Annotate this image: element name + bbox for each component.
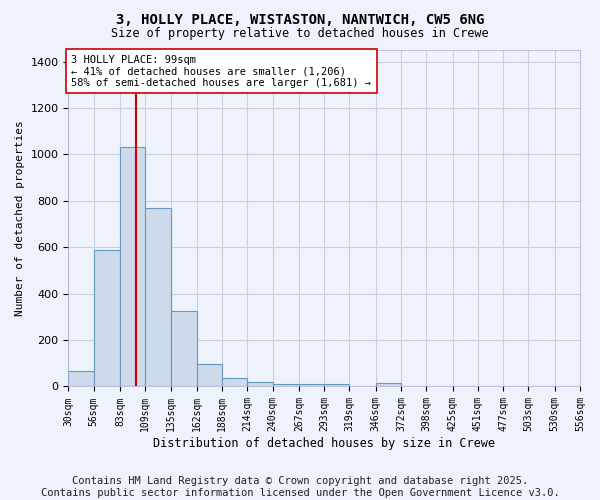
Text: Contains HM Land Registry data © Crown copyright and database right 2025.
Contai: Contains HM Land Registry data © Crown c…: [41, 476, 559, 498]
Bar: [376, 383, 401, 386]
Bar: [170, 311, 197, 386]
Text: 3, HOLLY PLACE, WISTASTON, NANTWICH, CW5 6NG: 3, HOLLY PLACE, WISTASTON, NANTWICH, CW5…: [116, 12, 484, 26]
Text: 3 HOLLY PLACE: 99sqm
← 41% of detached houses are smaller (1,206)
58% of semi-de: 3 HOLLY PLACE: 99sqm ← 41% of detached h…: [71, 54, 371, 88]
Text: Size of property relative to detached houses in Crewe: Size of property relative to detached ho…: [111, 28, 489, 40]
Bar: [68, 372, 94, 386]
Bar: [299, 384, 324, 386]
Bar: [94, 250, 120, 386]
Bar: [145, 208, 170, 386]
X-axis label: Distribution of detached houses by size in Crewe: Distribution of detached houses by size …: [153, 437, 495, 450]
Bar: [272, 384, 299, 386]
Y-axis label: Number of detached properties: Number of detached properties: [15, 120, 25, 316]
Bar: [247, 382, 272, 386]
Bar: [120, 148, 145, 386]
Bar: [222, 378, 247, 386]
Bar: [324, 384, 349, 386]
Bar: [197, 364, 222, 386]
